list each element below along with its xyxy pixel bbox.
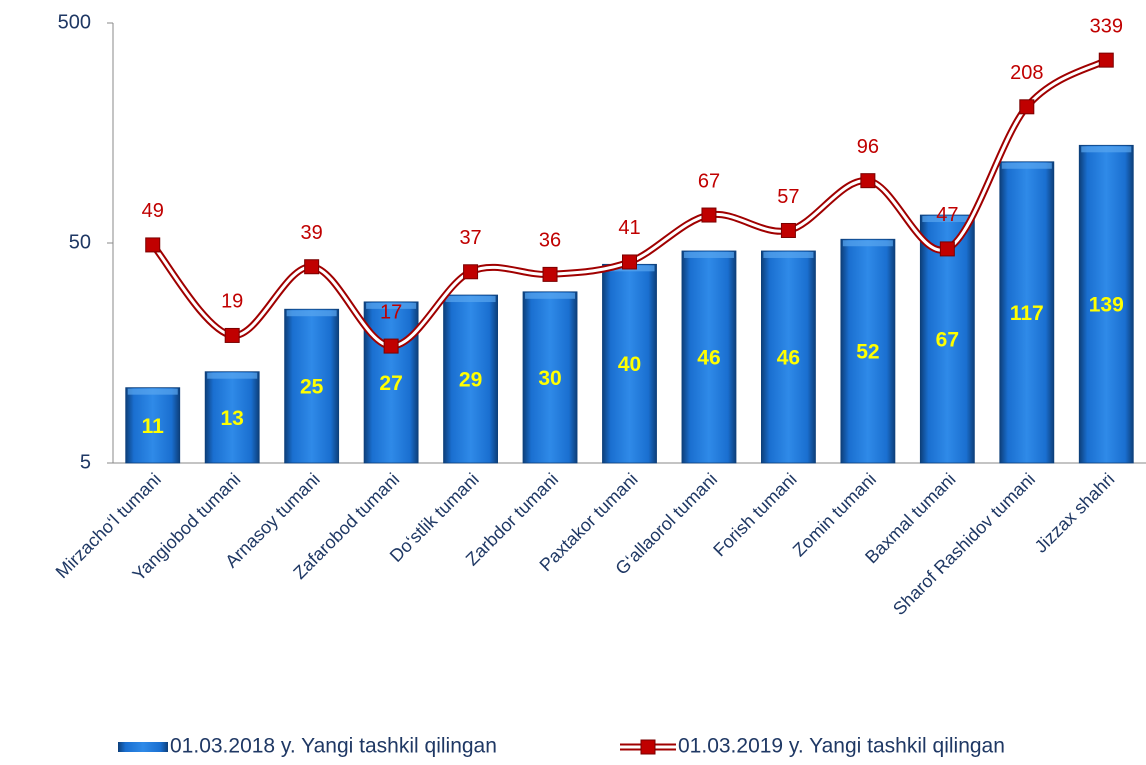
- bar-value-label: 13: [221, 407, 244, 430]
- line-marker: [463, 264, 479, 280]
- line-marker: [224, 327, 240, 343]
- line-marker: [1019, 99, 1035, 115]
- line-marker: [860, 173, 876, 189]
- bar-value-label: 30: [538, 367, 561, 390]
- line-value-label: 67: [698, 170, 720, 192]
- line-value-label: 47: [936, 204, 958, 226]
- line-value-label: 339: [1090, 15, 1123, 37]
- bar: [204, 371, 260, 464]
- line-value-label: 57: [777, 186, 799, 208]
- line-value-label: 37: [459, 227, 481, 249]
- line-marker: [1098, 52, 1114, 68]
- bar-shine: [842, 240, 893, 247]
- bar: [840, 238, 896, 464]
- line-marker: [542, 266, 558, 282]
- bar: [284, 308, 340, 464]
- x-tick-label: Sharof Rashidov tumani: [889, 469, 1039, 619]
- bar-value-label: 46: [777, 347, 800, 370]
- legend-label: 01.03.2018 y. Yangi tashkil qilingan: [170, 735, 497, 758]
- bar: [1078, 144, 1134, 464]
- line-marker: [145, 237, 161, 253]
- bar-shine: [683, 251, 734, 258]
- x-tick-label: Zomin tumani: [789, 469, 880, 560]
- x-tick-label: Forish tumani: [709, 469, 800, 560]
- bar-shine: [445, 296, 496, 303]
- line-value-label: 17: [380, 301, 402, 323]
- line-value-label: 36: [539, 230, 561, 252]
- bar-shine: [127, 388, 178, 395]
- bar-value-label: 11: [142, 415, 165, 438]
- bar: [125, 387, 181, 464]
- bar-value-label: 52: [856, 341, 879, 364]
- line-marker: [701, 207, 717, 223]
- line-value-label: 208: [1010, 62, 1043, 84]
- bar-shine: [1081, 146, 1132, 153]
- line-value-label: 96: [857, 136, 879, 158]
- legend-label: 01.03.2019 y. Yangi tashkil qilingan: [678, 735, 1005, 758]
- line-marker: [780, 222, 796, 238]
- bar-shine: [207, 372, 258, 379]
- bar: [443, 294, 498, 464]
- bar-shine: [366, 302, 417, 309]
- bar-shine: [763, 251, 814, 258]
- bar-value-label: 25: [300, 376, 324, 399]
- y-tick-label: 5: [80, 451, 91, 473]
- y-tick-label: 500: [58, 11, 91, 33]
- line-value-label: 19: [221, 291, 243, 313]
- bar-value-label: 46: [697, 347, 720, 370]
- bar-shine: [525, 292, 576, 299]
- line-value-label: 39: [301, 222, 323, 244]
- bar-shine: [922, 216, 973, 223]
- bar: [681, 250, 737, 464]
- line-marker: [304, 259, 320, 275]
- bar-value-label: 29: [459, 369, 482, 392]
- bar-shine: [1001, 162, 1052, 169]
- line-marker: [383, 338, 399, 354]
- bar-value-label: 40: [618, 353, 641, 376]
- line-marker: [939, 241, 955, 257]
- line-marker: [622, 254, 637, 270]
- bar: [522, 291, 578, 464]
- bar: [363, 301, 419, 464]
- bar-value-label: 139: [1089, 294, 1124, 317]
- bar-value-label: 67: [936, 329, 959, 352]
- legend-marker: [640, 739, 656, 755]
- bar-value-label: 117: [1010, 302, 1044, 325]
- x-tick-label: Jizzax shahri: [1031, 469, 1119, 557]
- bar: [999, 161, 1055, 464]
- legend-swatch: [118, 742, 168, 752]
- bar: [602, 263, 657, 464]
- bar-value-label: 27: [379, 372, 402, 395]
- bar: [761, 250, 816, 464]
- bar-shine: [286, 310, 337, 317]
- line-value-label: 41: [618, 217, 640, 239]
- y-tick-label: 50: [69, 231, 91, 253]
- line-value-label: 49: [142, 200, 164, 222]
